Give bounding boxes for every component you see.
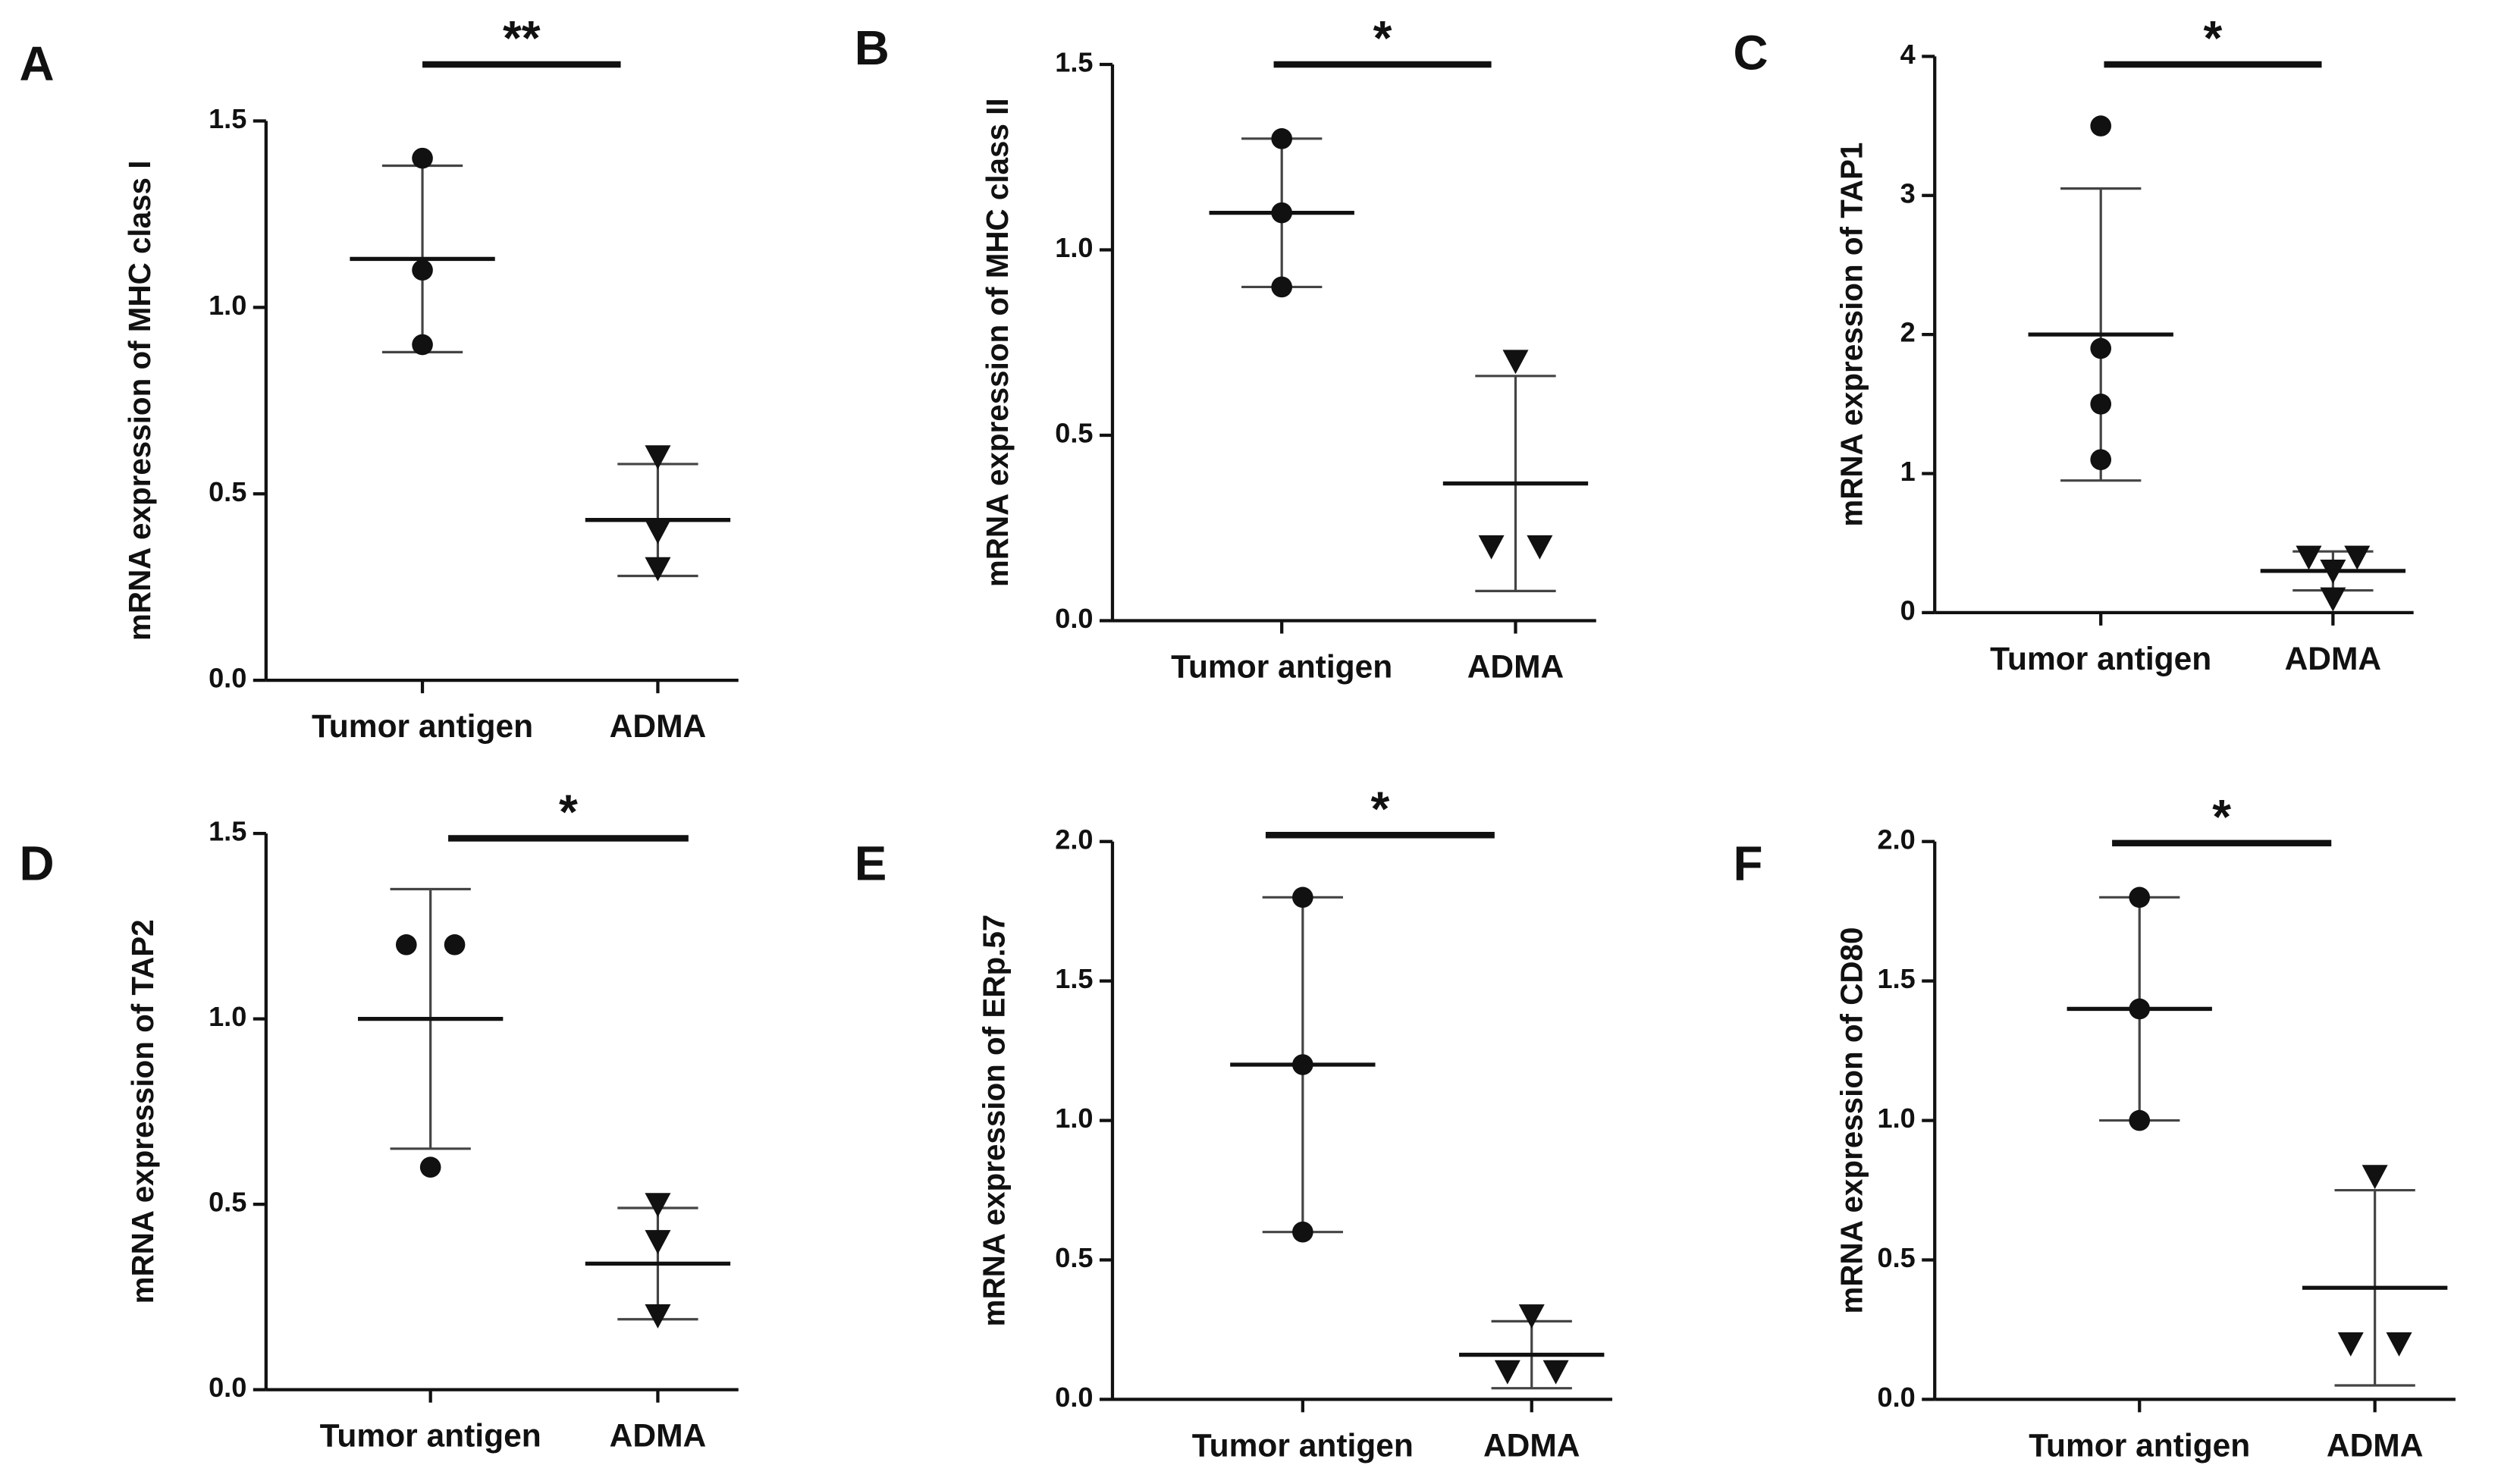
- y-tick-label: 2.0: [1878, 824, 1916, 855]
- y-tick-label: 0: [1900, 595, 1916, 626]
- y-tick-label: 0.0: [209, 1372, 246, 1403]
- data-point: [2337, 1332, 2364, 1357]
- panel-label: D: [20, 836, 55, 891]
- y-axis-label: mRNA expression of TAP1: [1834, 143, 1869, 527]
- data-point: [1292, 1054, 1313, 1075]
- y-tick-label: 1.5: [209, 103, 246, 134]
- y-axis-label: mRNA expression of CD80: [1834, 927, 1869, 1314]
- y-axis-label: mRNA expression of MHC class I: [122, 161, 157, 641]
- y-tick-label: 0.0: [1055, 1382, 1093, 1413]
- y-tick-label: 2.0: [1055, 824, 1093, 855]
- y-axis-label: mRNA expression of ERp.57: [977, 915, 1012, 1327]
- y-tick-label: 1.0: [1055, 232, 1093, 263]
- data-point: [645, 1230, 671, 1255]
- data-point: [395, 934, 417, 955]
- y-tick-label: 0.5: [209, 1187, 246, 1218]
- data-point: [2129, 998, 2151, 1020]
- data-point: [2129, 886, 2151, 908]
- data-point: [2090, 449, 2112, 471]
- data-point: [2296, 545, 2322, 570]
- data-point: [2320, 587, 2346, 612]
- y-tick-label: 0.5: [209, 476, 246, 507]
- data-point: [2320, 559, 2346, 584]
- data-point: [2344, 545, 2371, 570]
- data-point: [419, 1156, 441, 1178]
- x-tick-label: ADMA: [2285, 642, 2382, 677]
- x-tick-label: Tumor antigen: [312, 709, 533, 745]
- significance-label: *: [2212, 789, 2231, 844]
- panel-label: A: [20, 36, 55, 91]
- data-point: [412, 147, 433, 169]
- x-tick-label: Tumor antigen: [1990, 642, 2211, 677]
- data-point: [1542, 1360, 1569, 1385]
- data-point: [1271, 276, 1293, 298]
- data-point: [1271, 202, 1293, 224]
- data-point: [1494, 1360, 1520, 1385]
- x-tick-label: ADMA: [1483, 1428, 1580, 1464]
- panel-label: B: [855, 20, 890, 75]
- y-tick-label: 1.5: [209, 816, 246, 847]
- y-tick-label: 1.5: [1055, 963, 1093, 994]
- x-tick-label: Tumor antigen: [1171, 650, 1392, 686]
- data-point: [1518, 1304, 1545, 1329]
- panel-label: F: [1733, 836, 1762, 891]
- y-tick-label: 1.0: [209, 1001, 246, 1032]
- data-point: [2090, 394, 2112, 415]
- x-tick-label: ADMA: [2327, 1428, 2424, 1464]
- significance-label: *: [559, 785, 578, 839]
- data-point: [1292, 886, 1313, 908]
- y-tick-label: 3: [1900, 177, 1916, 209]
- x-tick-label: Tumor antigen: [320, 1419, 541, 1454]
- data-point: [645, 519, 671, 544]
- y-tick-label: 1.5: [1055, 47, 1093, 78]
- data-point: [2129, 1109, 2151, 1131]
- data-point: [412, 259, 433, 281]
- data-point: [1271, 128, 1293, 149]
- y-axis-label: mRNA expression of TAP2: [125, 919, 160, 1304]
- y-tick-label: 0.0: [209, 663, 246, 694]
- data-point: [2386, 1332, 2412, 1357]
- data-point: [645, 1193, 671, 1218]
- y-tick-label: 0.0: [1878, 1382, 1916, 1413]
- y-tick-label: 0.0: [1055, 603, 1093, 634]
- y-axis-label: mRNA expression of MHC class II: [980, 98, 1015, 587]
- data-point: [1478, 535, 1505, 560]
- x-tick-label: Tumor antigen: [1192, 1428, 1414, 1464]
- x-tick-label: ADMA: [610, 1419, 707, 1454]
- y-tick-label: 1.5: [1878, 963, 1916, 994]
- significance-label: *: [1370, 781, 1389, 836]
- data-point: [444, 934, 466, 955]
- y-tick-label: 1.0: [1878, 1103, 1916, 1134]
- x-tick-label: Tumor antigen: [2029, 1428, 2250, 1464]
- y-tick-label: 0.5: [1055, 418, 1093, 449]
- y-tick-label: 4: [1900, 39, 1916, 70]
- y-tick-label: 1.0: [1055, 1103, 1093, 1134]
- y-tick-label: 0.5: [1878, 1242, 1916, 1273]
- panel-label: C: [1733, 25, 1768, 80]
- panel-label: E: [855, 836, 887, 891]
- data-point: [2090, 115, 2112, 136]
- y-tick-label: 1.0: [209, 290, 246, 321]
- significance-label: **: [503, 11, 541, 65]
- data-point: [1527, 535, 1553, 560]
- y-tick-label: 2: [1900, 317, 1916, 348]
- significance-label: *: [1373, 11, 1392, 65]
- data-point: [2090, 337, 2112, 359]
- data-point: [1502, 350, 1529, 375]
- x-tick-label: ADMA: [610, 709, 707, 745]
- data-point: [645, 1304, 671, 1329]
- data-point: [1292, 1221, 1313, 1243]
- x-tick-label: ADMA: [1467, 650, 1564, 686]
- data-point: [645, 445, 671, 470]
- data-point: [2362, 1165, 2388, 1190]
- significance-label: *: [2204, 11, 2223, 65]
- data-point: [412, 334, 433, 356]
- y-tick-label: 0.5: [1055, 1242, 1093, 1273]
- data-point: [645, 557, 671, 582]
- y-tick-label: 1: [1900, 456, 1916, 487]
